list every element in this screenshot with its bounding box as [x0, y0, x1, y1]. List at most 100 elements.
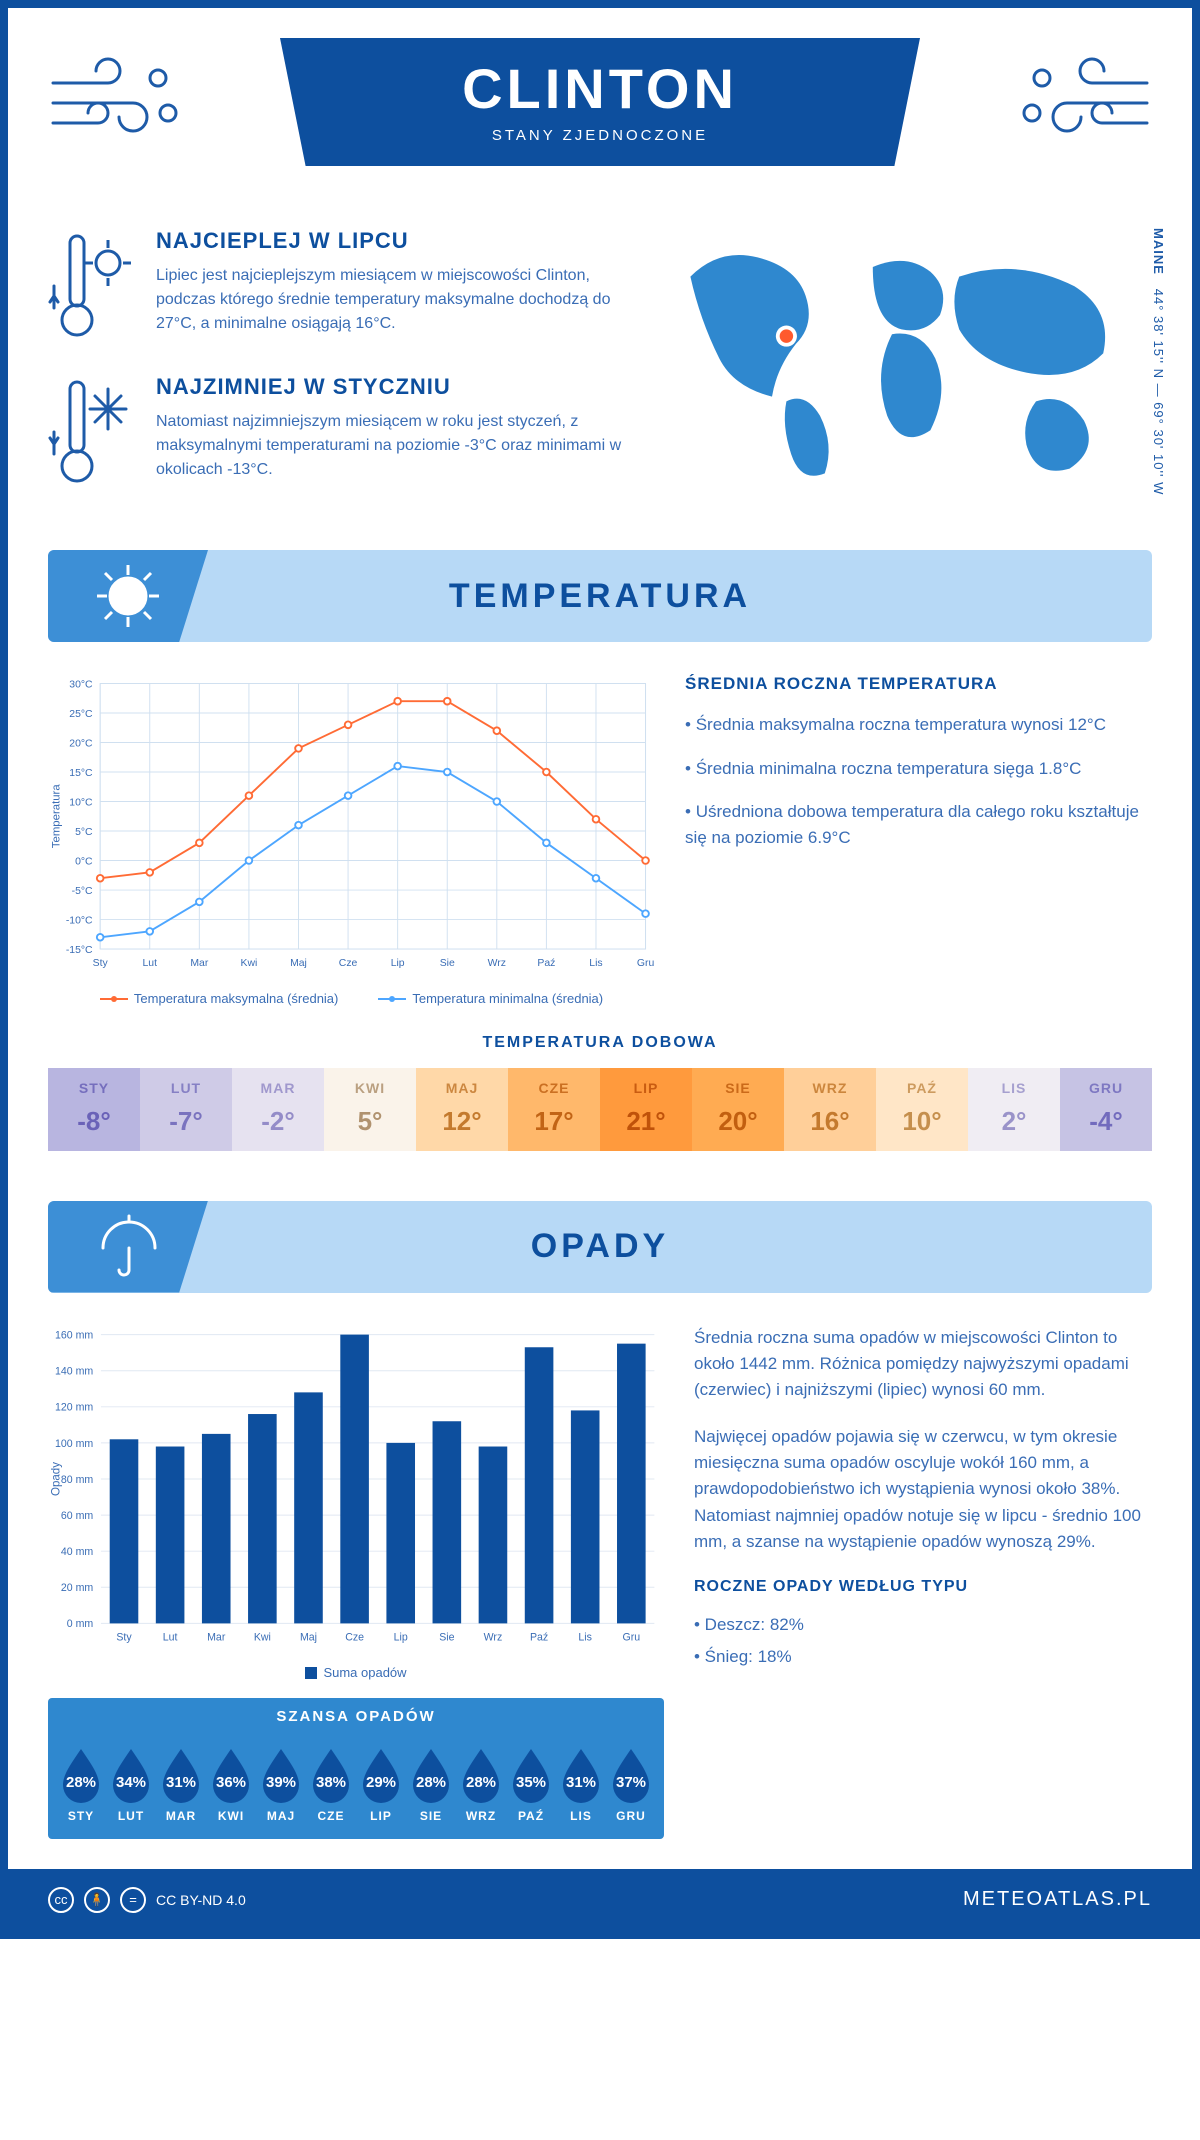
- daily-cell: KWI5°: [324, 1068, 416, 1151]
- cc-icon: cc: [48, 1887, 74, 1913]
- svg-text:0°C: 0°C: [75, 856, 93, 867]
- svg-text:Cze: Cze: [345, 1631, 364, 1643]
- temp-info-bullet: • Średnia maksymalna roczna temperatura …: [685, 712, 1152, 738]
- svg-text:-5°C: -5°C: [72, 886, 93, 897]
- rain-chance-drop: 28%WRZ: [458, 1747, 504, 1823]
- rain-chance-drop: 36%KWI: [208, 1747, 254, 1823]
- svg-text:Paź: Paź: [530, 1631, 548, 1643]
- world-map: MAINE 44° 38' 15'' N — 69° 30' 10'' W: [652, 228, 1152, 520]
- svg-text:Lut: Lut: [163, 1631, 178, 1643]
- temp-info-bullet: • Średnia minimalna roczna temperatura s…: [685, 756, 1152, 782]
- rain-chance-drop: 28%STY: [58, 1747, 104, 1823]
- rain-chance-box: SZANSA OPADÓW 28%STY34%LUT31%MAR36%KWI39…: [48, 1698, 664, 1839]
- daily-cell: STY-8°: [48, 1068, 140, 1151]
- thermometer-hot-icon: [48, 228, 138, 348]
- rain-chance-drop: 35%PAŹ: [508, 1747, 554, 1823]
- svg-text:30°C: 30°C: [69, 679, 93, 690]
- svg-text:Sie: Sie: [440, 958, 455, 969]
- wind-icon: [1012, 48, 1152, 148]
- daily-cell: PAŹ10°: [876, 1068, 968, 1151]
- svg-text:Lip: Lip: [391, 958, 405, 969]
- svg-text:25°C: 25°C: [69, 709, 93, 720]
- svg-text:28%: 28%: [66, 1774, 96, 1791]
- nd-icon: =: [120, 1887, 146, 1913]
- svg-text:Lis: Lis: [578, 1631, 592, 1643]
- svg-text:36%: 36%: [216, 1774, 246, 1791]
- map-svg: [652, 228, 1132, 498]
- svg-text:0 mm: 0 mm: [67, 1618, 94, 1630]
- svg-text:34%: 34%: [116, 1774, 146, 1791]
- rain-chance-drop: 31%LIS: [558, 1747, 604, 1823]
- svg-text:40 mm: 40 mm: [61, 1546, 94, 1558]
- daily-cell: LIP21°: [600, 1068, 692, 1151]
- coldest-text: Natomiast najzimniejszym miesiącem w rok…: [156, 410, 622, 482]
- svg-text:29%: 29%: [366, 1774, 396, 1791]
- precip-type: • Deszcz: 82%: [694, 1612, 1152, 1638]
- footer: cc 🧍 = CC BY-ND 4.0 METEOATLAS.PL: [8, 1869, 1192, 1931]
- chance-title: SZANSA OPADÓW: [48, 1698, 664, 1735]
- warmest-text: Lipiec jest najcieplejszym miesiącem w m…: [156, 264, 622, 336]
- city-title: CLINTON: [280, 56, 920, 121]
- svg-text:15°C: 15°C: [69, 768, 93, 779]
- legend-high: Temperatura maksymalna (średnia): [134, 991, 338, 1006]
- daily-cell: LUT-7°: [140, 1068, 232, 1151]
- svg-text:Sie: Sie: [439, 1631, 454, 1643]
- daily-cell: GRU-4°: [1060, 1068, 1152, 1151]
- daily-cell: MAJ12°: [416, 1068, 508, 1151]
- svg-text:-15°C: -15°C: [66, 945, 93, 956]
- svg-text:Lis: Lis: [589, 958, 602, 969]
- precip-type-title: ROCZNE OPADY WEDŁUG TYPU: [694, 1575, 1152, 1600]
- svg-text:Lip: Lip: [394, 1631, 408, 1643]
- svg-text:28%: 28%: [416, 1774, 446, 1791]
- svg-text:Wrz: Wrz: [484, 1631, 503, 1643]
- svg-text:Sty: Sty: [116, 1631, 132, 1643]
- state-label: MAINE: [1151, 228, 1166, 275]
- svg-text:140 mm: 140 mm: [55, 1365, 93, 1377]
- coordinates: MAINE 44° 38' 15'' N — 69° 30' 10'' W: [1151, 228, 1166, 495]
- svg-text:Sty: Sty: [93, 958, 109, 969]
- precip-section-banner: OPADY: [48, 1201, 1152, 1293]
- coords-text: 44° 38' 15'' N — 69° 30' 10'' W: [1151, 289, 1166, 496]
- temperature-section-banner: TEMPERATURA: [48, 550, 1152, 642]
- svg-text:80 mm: 80 mm: [61, 1473, 94, 1485]
- temperature-heading: TEMPERATURA: [449, 577, 751, 616]
- license: cc 🧍 = CC BY-ND 4.0: [48, 1887, 246, 1913]
- precip-legend: Suma opadów: [48, 1665, 664, 1680]
- rain-chance-drop: 29%LIP: [358, 1747, 404, 1823]
- legend-low: Temperatura minimalna (średnia): [412, 991, 603, 1006]
- rain-chance-drop: 28%SIE: [408, 1747, 454, 1823]
- coldest-title: NAJZIMNIEJ W STYCZNIU: [156, 374, 622, 400]
- temperature-line-chart: -15°C-10°C-5°C0°C5°C10°C15°C20°C25°C30°C…: [48, 674, 655, 1006]
- rain-chance-drop: 31%MAR: [158, 1747, 204, 1823]
- precip-type: • Śnieg: 18%: [694, 1644, 1152, 1670]
- daily-cell: WRZ16°: [784, 1068, 876, 1151]
- svg-text:100 mm: 100 mm: [55, 1437, 93, 1449]
- summary-row: NAJCIEPLEJ W LIPCU Lipiec jest najcieple…: [48, 228, 1152, 520]
- svg-text:28%: 28%: [466, 1774, 496, 1791]
- svg-text:31%: 31%: [566, 1774, 596, 1791]
- title-banner: CLINTON STANY ZJEDNOCZONE: [280, 38, 920, 166]
- daily-cell: MAR-2°: [232, 1068, 324, 1151]
- temp-chart-legend: Temperatura maksymalna (średnia) Tempera…: [48, 991, 655, 1006]
- rain-chance-drop: 39%MAJ: [258, 1747, 304, 1823]
- header: CLINTON STANY ZJEDNOCZONE: [48, 38, 1152, 198]
- wind-icon: [48, 48, 188, 148]
- svg-text:Paź: Paź: [537, 958, 555, 969]
- svg-text:10°C: 10°C: [69, 797, 93, 808]
- svg-text:31%: 31%: [166, 1774, 196, 1791]
- precip-bar-chart: 0 mm20 mm40 mm60 mm80 mm100 mm120 mm140 …: [48, 1325, 664, 1839]
- svg-text:35%: 35%: [516, 1774, 546, 1791]
- precip-p1: Średnia roczna suma opadów w miejscowośc…: [694, 1325, 1152, 1404]
- svg-text:60 mm: 60 mm: [61, 1509, 94, 1521]
- svg-text:Maj: Maj: [300, 1631, 317, 1643]
- svg-text:Temperatura: Temperatura: [50, 784, 62, 849]
- sun-icon: [48, 550, 208, 642]
- svg-text:120 mm: 120 mm: [55, 1401, 93, 1413]
- svg-text:Lut: Lut: [143, 958, 158, 969]
- site-name: METEOATLAS.PL: [963, 1888, 1152, 1911]
- coldest-block: NAJZIMNIEJ W STYCZNIU Natomiast najzimni…: [48, 374, 622, 494]
- country-subtitle: STANY ZJEDNOCZONE: [280, 127, 920, 144]
- temp-info-bullet: • Uśredniona dobowa temperatura dla całe…: [685, 799, 1152, 850]
- svg-text:Gru: Gru: [637, 958, 655, 969]
- svg-text:37%: 37%: [616, 1774, 646, 1791]
